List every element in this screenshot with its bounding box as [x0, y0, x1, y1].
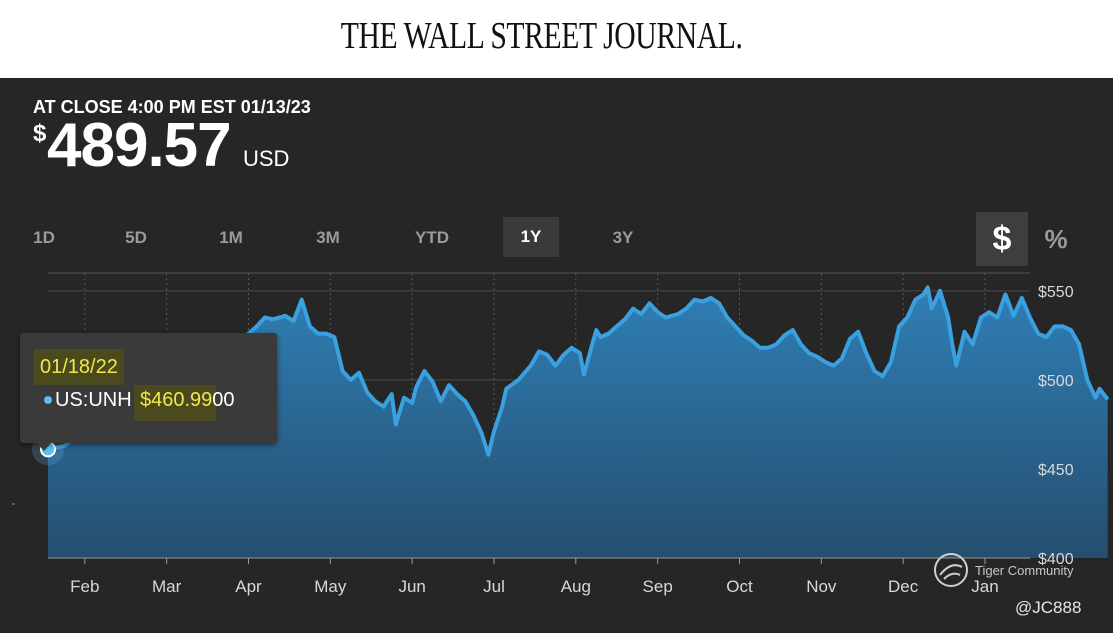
x-tick-label: Aug	[561, 577, 591, 596]
y-tick-label: $550	[1038, 284, 1074, 301]
range-tab-1m[interactable]: 1M	[219, 228, 243, 247]
x-tick-label: Jul	[483, 577, 505, 596]
x-tick-label: Feb	[70, 577, 99, 596]
x-tick-label: Sep	[643, 577, 673, 596]
x-tick-label: Jan	[971, 577, 998, 596]
tooltip-price-rest: 00	[212, 389, 235, 411]
range-tab-5d[interactable]: 5D	[125, 228, 147, 247]
tooltip-symbol: US:UNH	[55, 389, 132, 411]
range-tab-1d[interactable]: 1D	[33, 228, 55, 247]
price-area	[48, 287, 1108, 558]
masthead: THE WALL STREET JOURNAL.	[0, 0, 1113, 78]
x-tick-label: Oct	[726, 577, 753, 596]
range-tab-ytd[interactable]: YTD	[415, 228, 449, 247]
range-tab-3m[interactable]: 3M	[316, 228, 340, 247]
tooltip-price: $460.9900	[140, 389, 235, 412]
author-handle: @JC888	[1015, 598, 1082, 617]
price-currency: USD	[243, 146, 290, 171]
x-tick-label: Apr	[235, 577, 262, 596]
tooltip-date: 01/18/22	[34, 349, 124, 385]
tooltip-series-dot	[44, 396, 52, 404]
tiger-community-label: Tiger Community	[975, 563, 1074, 578]
tooltip-price-highlight	[134, 385, 216, 421]
tiger-community-icon	[934, 553, 968, 587]
tooltip-arrow	[37, 443, 51, 451]
dollar-mode-button[interactable]: $	[976, 212, 1028, 266]
x-tick-label: Mar	[152, 577, 182, 596]
x-tick-label: Jun	[398, 577, 425, 596]
range-tab-1y[interactable]: 1Y	[503, 217, 559, 257]
y-tick-label: $450	[1038, 462, 1074, 479]
y-tick-label: $500	[1038, 373, 1074, 390]
close-timestamp: AT CLOSE 4:00 PM EST 01/13/23	[33, 97, 311, 117]
price-dollar-sign: $	[33, 120, 47, 147]
x-tick-label: Dec	[888, 577, 919, 596]
wsj-logo[interactable]: THE WALL STREET JOURNAL.	[340, 15, 743, 57]
x-tick-label: Nov	[806, 577, 837, 596]
y-tick-label: $400	[1038, 551, 1074, 568]
x-tick-label: May	[314, 577, 347, 596]
price-value: 489.57	[47, 111, 232, 180]
range-tab-3y[interactable]: 3Y	[612, 228, 634, 247]
percent-mode-button[interactable]: %	[1044, 224, 1068, 254]
tooltip-price-main: $460.99	[140, 389, 213, 411]
